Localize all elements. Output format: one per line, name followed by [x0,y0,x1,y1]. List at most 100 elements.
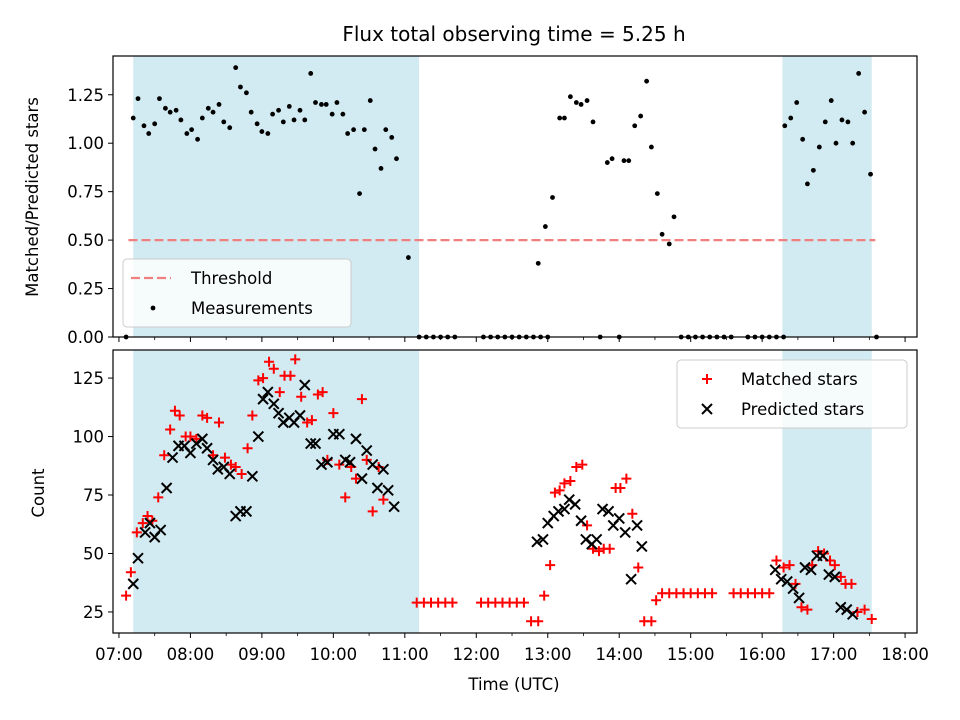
matched-star-point [559,478,570,489]
measurement-point [259,129,265,134]
predicted-star-point [139,526,151,539]
observing-window [782,56,872,337]
predicted-star-point [636,540,648,553]
measurement-point [340,111,346,117]
measurement-point [334,100,340,105]
top-panel: 0.00 0.25 0.50 0.75 1.00 1.25 Threshold Measure… [67,55,918,347]
matched-star-point [214,417,225,428]
matched-star-point [796,602,807,613]
measurement-point [839,117,845,123]
x-tick-label: 08:00 [167,645,215,664]
matched-star-point [707,588,718,599]
predicted-star-point [240,505,253,518]
predicted-star-point [569,498,581,511]
measurement-point [584,98,590,103]
predicted-star-point [201,442,213,454]
predicted-star-point [305,437,317,450]
chart-title: Flux total observing time = 5.25 h [342,22,685,46]
matched-star-point [306,415,317,426]
matched-star-point [264,356,275,367]
x-tick-label: 17:00 [810,645,858,664]
predicted-star-point [552,505,565,518]
matched-star-point [185,431,196,442]
y-tick-label: 75 [83,486,104,505]
measurement-point [394,156,399,162]
matched-star-point [604,543,615,554]
measurement-point [671,214,677,220]
matched-star-point [829,560,840,571]
measurement-point [361,127,367,133]
matched-star-point [274,387,285,398]
predicted-star-point [262,386,274,398]
predicted-star-point [799,561,811,574]
predicted-star-point [132,552,144,564]
predicted-star-point [144,517,156,529]
legend-matched-swatch [702,374,712,384]
measurement-point [205,105,211,111]
measurement-point [562,115,567,121]
measurement-point [659,231,665,237]
measurement-point [286,103,292,109]
measurement-point [345,131,351,136]
matched-star-point [334,459,345,470]
y-tick-label: 1.25 [67,86,104,105]
matched-star-point [533,616,544,627]
measurement-point [573,100,579,105]
bottom-y-axis-label: Count [29,468,48,518]
matched-star-point [378,494,389,505]
matched-star-point [202,412,213,423]
measurement-point [557,115,563,121]
measurement-point [141,123,147,129]
top-y-axis-label: Matched/Predicted stars [23,97,42,297]
y-tick-label: 0.75 [67,183,104,202]
matched-star-point [633,562,644,573]
measurement-point [621,158,627,164]
measurement-point [828,98,834,103]
matched-star-point [121,590,132,601]
matched-star-point [356,394,367,405]
predicted-star-point [127,578,139,590]
x-tick-label: 12:00 [453,645,501,664]
measurement-point [276,107,281,113]
predicted-star-point [257,393,269,405]
matched-star-point [621,473,632,484]
predicted-star-point [793,592,805,604]
axes-frame [112,55,918,338]
matched-star-point [571,461,582,472]
y-tick-label: 0.50 [67,231,104,250]
measurement-point [308,71,314,76]
matched-star-point [627,508,638,519]
matched-star-point [236,468,247,479]
x-tick-label: 13:00 [524,645,572,664]
predicted-star-point [315,458,328,471]
matched-star-point [125,567,136,578]
predicted-star-point [207,454,219,466]
measurement-point [378,166,384,171]
legend-box [122,258,352,328]
predicted-star-point [631,519,643,532]
measurement-point [805,181,810,187]
predicted-star-point [309,437,322,450]
y-tick-label: 1.00 [67,134,104,153]
measurement-point [782,123,788,129]
measurement-point [173,107,179,113]
predicted-star-point [382,484,394,497]
measurement-point [291,117,297,123]
measurement-point [788,115,794,121]
measurement-point [833,140,839,146]
measurement-point [323,102,329,107]
matched-star-point [258,373,269,384]
matched-star-point [350,473,361,484]
matched-star-point [778,562,789,573]
matched-star-point [866,613,877,624]
predicted-star-point [817,550,829,562]
measurement-point [810,167,816,173]
matched-star-point [131,527,142,538]
measurement-point [822,119,828,125]
matched-star-point [285,370,296,381]
y-tick-label: 0.00 [67,328,104,347]
measurement-point [135,96,141,102]
legend-predicted-swatch [701,403,713,415]
matched-star-point [169,405,180,416]
measurement-point [270,111,276,117]
